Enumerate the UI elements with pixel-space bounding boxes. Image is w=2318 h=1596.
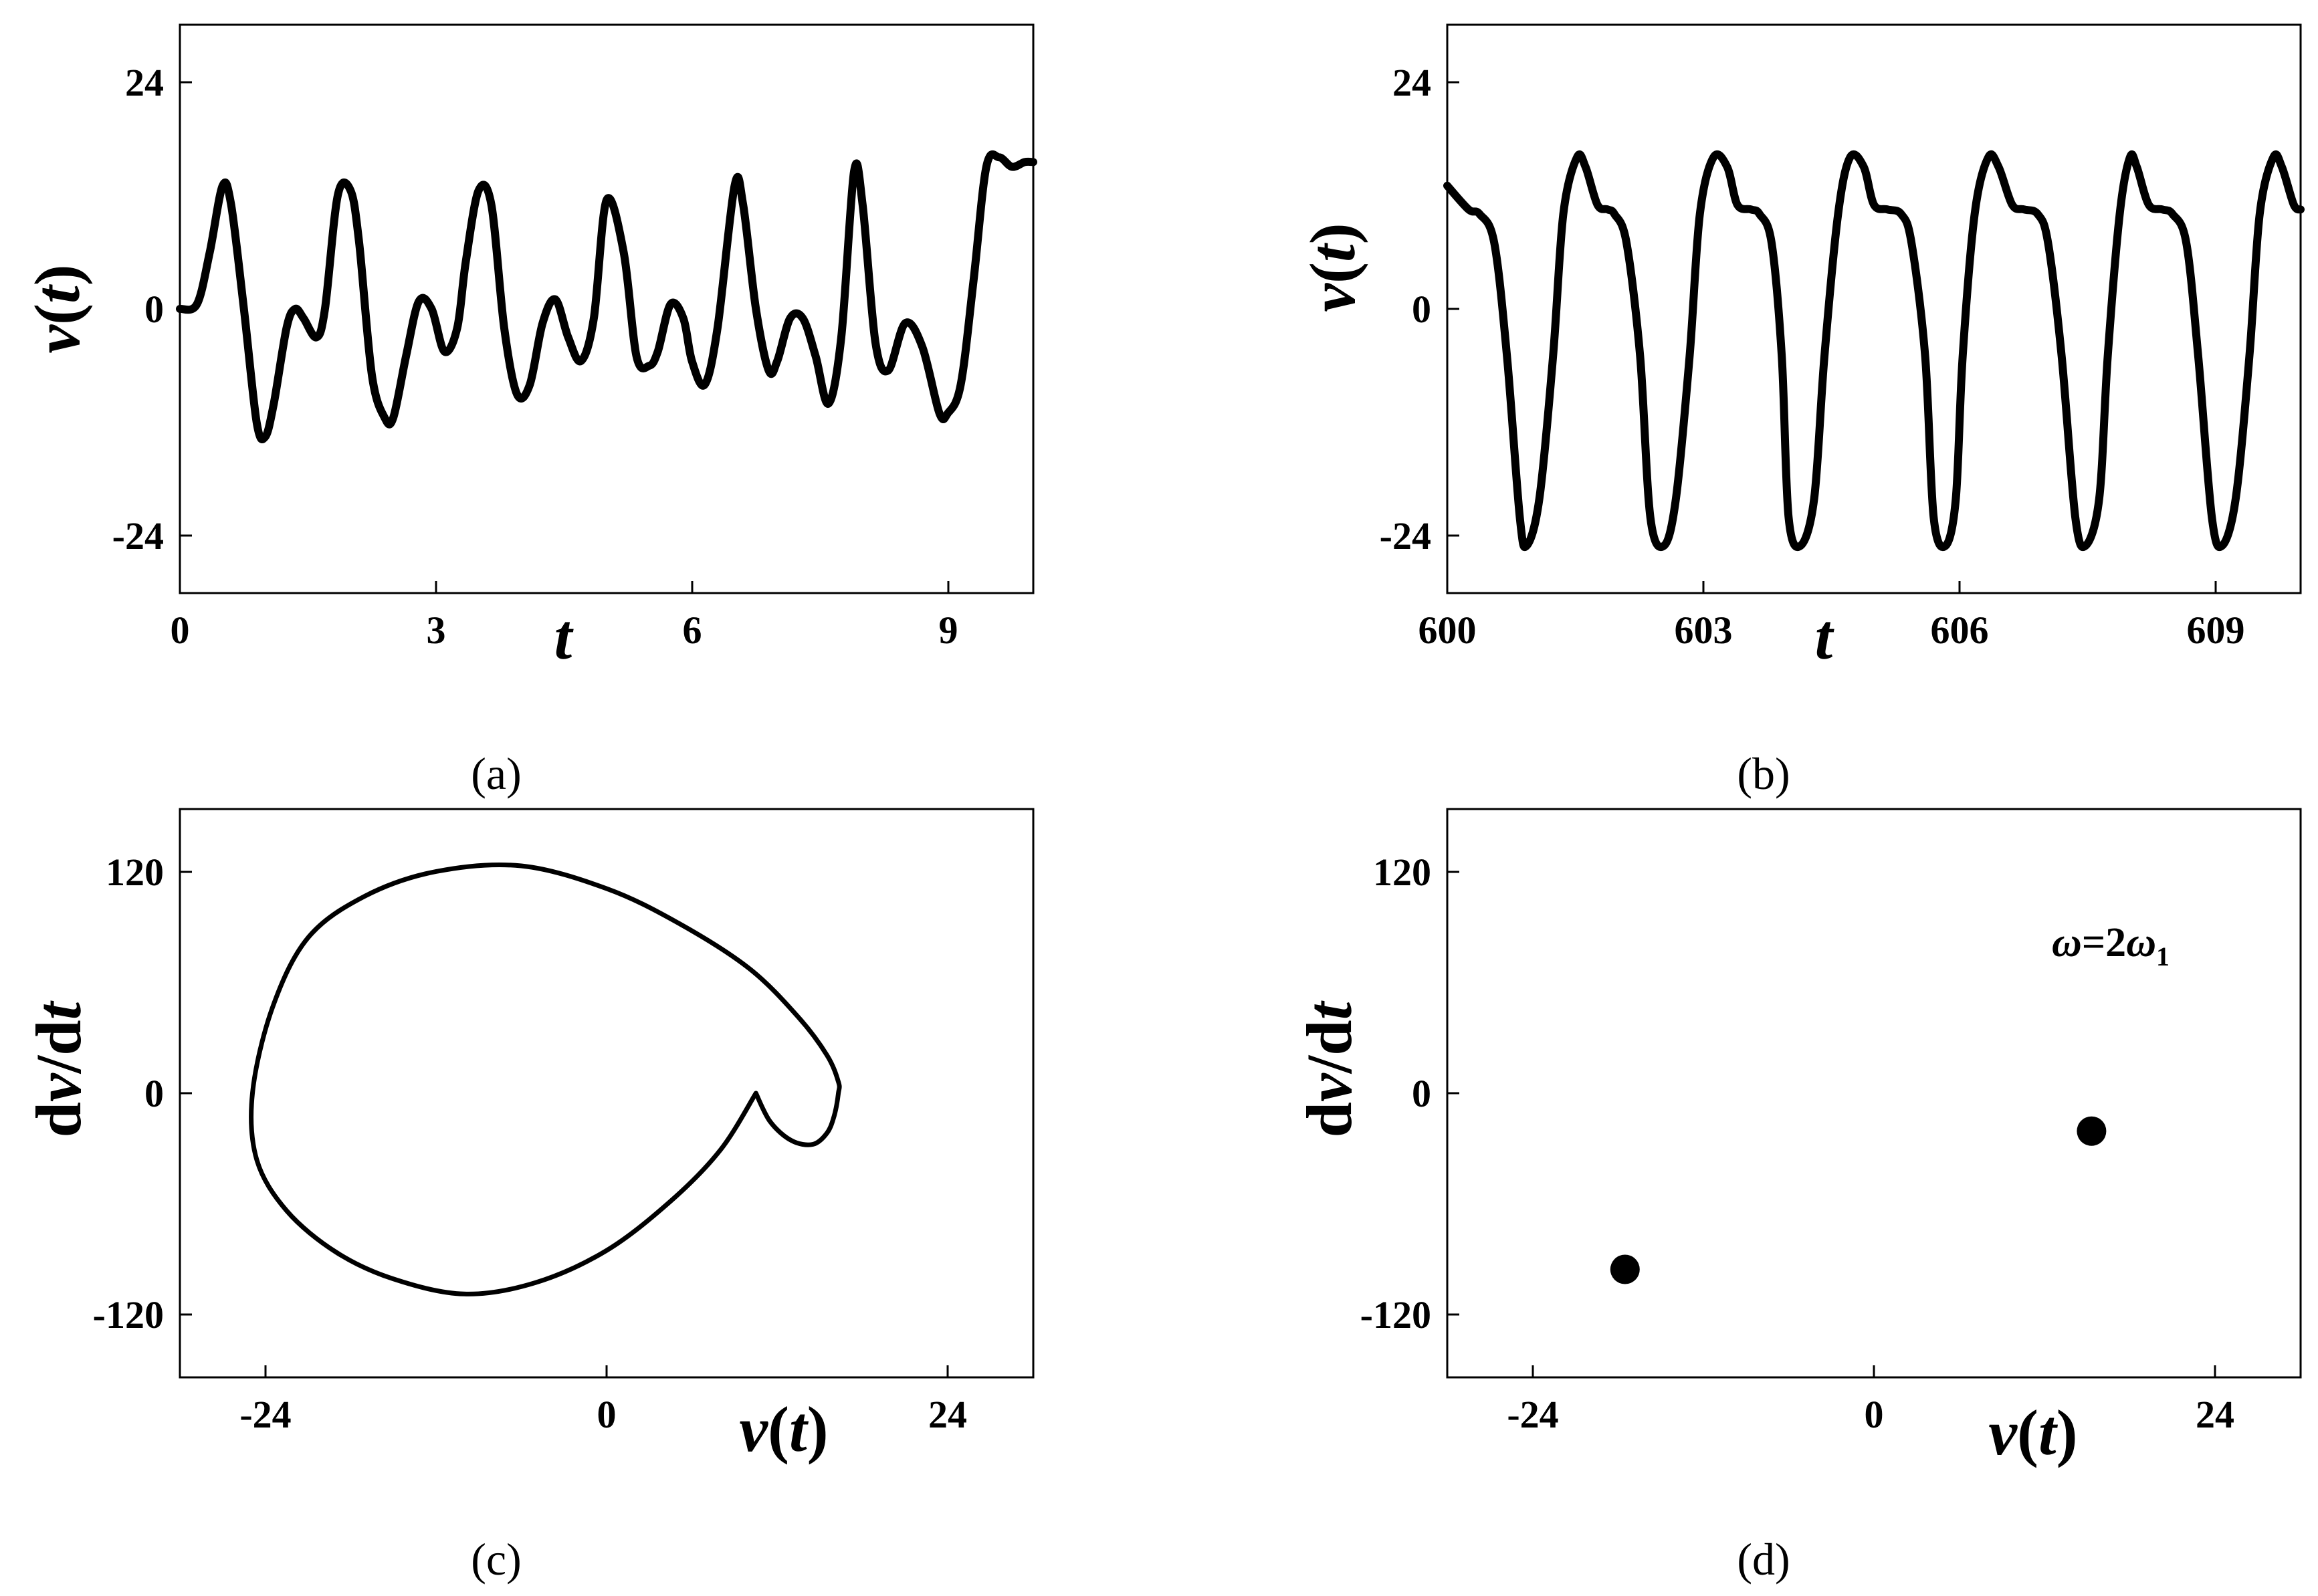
panel-b-ytick-label: 0 xyxy=(1412,288,1431,331)
panel-d-annotation: ω=2ω1 xyxy=(2052,920,2170,972)
panel-b-frame xyxy=(1446,23,2302,594)
panel-d-xtick-label: 24 xyxy=(2196,1393,2234,1436)
panel-b-ytick-label: -24 xyxy=(1380,514,1431,558)
panel-b-series-line xyxy=(1443,150,2305,552)
panel-c-xtick-label: 24 xyxy=(928,1393,967,1436)
panel-a-ylabel: v(t) xyxy=(21,264,93,353)
panel-d-caption: (d) xyxy=(1737,1534,1790,1585)
panel-d-ytick-label: 120 xyxy=(1373,850,1431,894)
panel-d: 120 0 -120 -24 0 24 v(t) dv/dt ω=2ω1 (d) xyxy=(1293,808,2302,1585)
panel-a-ytick-label: 0 xyxy=(144,288,164,331)
panel-a-xtick-label: 9 xyxy=(939,608,958,652)
panel-b-xtick-label: 603 xyxy=(1675,608,1733,652)
panel-c: 120 0 -120 -24 0 24 v(t) dv/dt (c) xyxy=(23,808,1035,1585)
panel-c-ytick-label: 0 xyxy=(144,1072,164,1115)
panel-b-caption: (b) xyxy=(1737,748,1790,799)
panel-c-xlabel: v(t) xyxy=(739,1393,828,1465)
panel-a-xtick-label: 3 xyxy=(427,608,446,652)
panel-b-xtick-label: 606 xyxy=(1931,608,1989,652)
panel-d-frame xyxy=(1446,808,2302,1379)
panel-d-ylabel: dv/dt xyxy=(1293,1000,1365,1137)
panel-d-ticks xyxy=(1447,871,2216,1377)
panel-c-ticks xyxy=(180,871,949,1377)
panel-c-xtick-label: 0 xyxy=(597,1393,617,1436)
panel-d-points xyxy=(1610,1116,2107,1284)
panel-a-ytick-label: -24 xyxy=(112,514,164,558)
panel-c-phase-curve xyxy=(249,862,842,1296)
panel-d-ytick-label: 0 xyxy=(1412,1072,1431,1115)
panel-a-xlabel: t xyxy=(554,601,574,673)
panel-a-xtick-label: 6 xyxy=(683,608,702,652)
panel-b-xlabel: t xyxy=(1815,601,1835,673)
panel-a-ytick-label: 24 xyxy=(125,61,164,104)
panel-b-ylabel: v(t) xyxy=(1297,223,1368,312)
panel-b-ticks xyxy=(1446,81,2217,593)
panel-b: 24 0 -24 600 603 606 609 t v(t) (b) xyxy=(1297,23,2305,799)
panel-c-frame xyxy=(179,808,1035,1379)
panel-a-xtick-label: 0 xyxy=(171,608,190,652)
panel-a-series-line xyxy=(176,150,1037,444)
panel-c-ylabel: dv/dt xyxy=(23,1000,94,1137)
panel-a: 24 0 -24 0 3 6 9 t v(t) (a) xyxy=(21,23,1037,799)
panel-c-caption: (c) xyxy=(471,1534,521,1585)
panel-b-ytick-label: 24 xyxy=(1392,61,1431,104)
panel-c-xtick-label: -24 xyxy=(239,1393,291,1436)
panel-a-caption: (a) xyxy=(471,748,521,799)
panel-b-xtick-label: 609 xyxy=(2187,608,2245,652)
panel-d-xlabel: v(t) xyxy=(1988,1397,2077,1468)
panel-d-ytick-label: -120 xyxy=(1360,1293,1431,1337)
panel-c-ytick-label: -120 xyxy=(93,1293,164,1337)
panel-d-point xyxy=(2077,1116,2107,1146)
panel-d-xtick-label: 0 xyxy=(1865,1393,1884,1436)
panel-d-point xyxy=(1610,1254,1640,1284)
panel-d-xtick-label: -24 xyxy=(1507,1393,1558,1436)
panel-a-frame xyxy=(179,23,1035,594)
panel-b-xtick-label: 600 xyxy=(1418,608,1477,652)
panel-c-ytick-label: 120 xyxy=(106,850,164,894)
